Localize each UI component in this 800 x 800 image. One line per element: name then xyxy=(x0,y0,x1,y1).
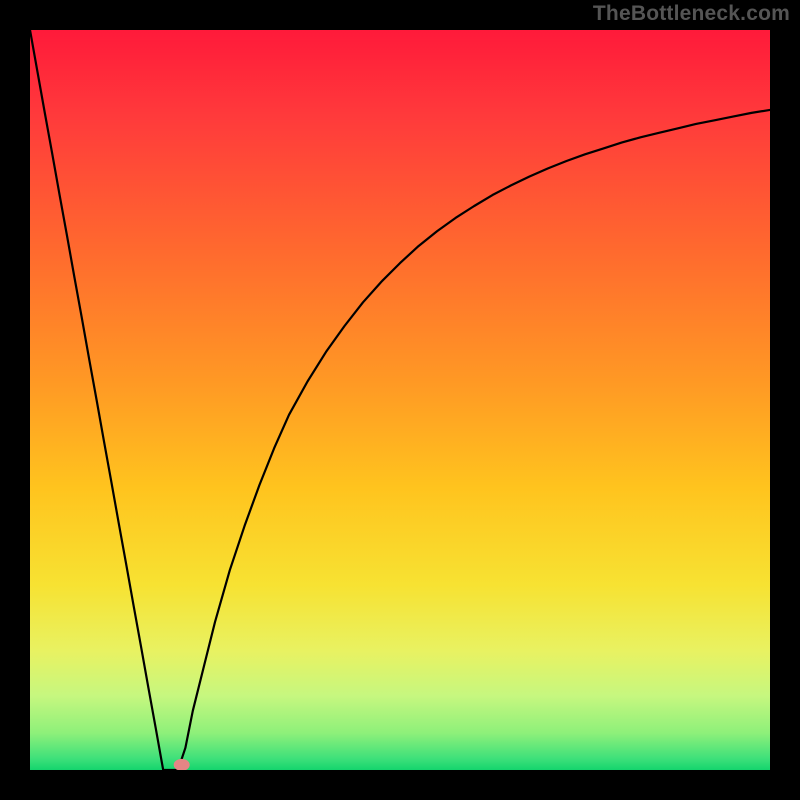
watermark: TheBottleneck.com xyxy=(593,2,790,26)
background-gradient xyxy=(30,30,770,770)
chart-container: TheBottleneck.com xyxy=(0,0,800,800)
plot-area xyxy=(30,30,770,770)
